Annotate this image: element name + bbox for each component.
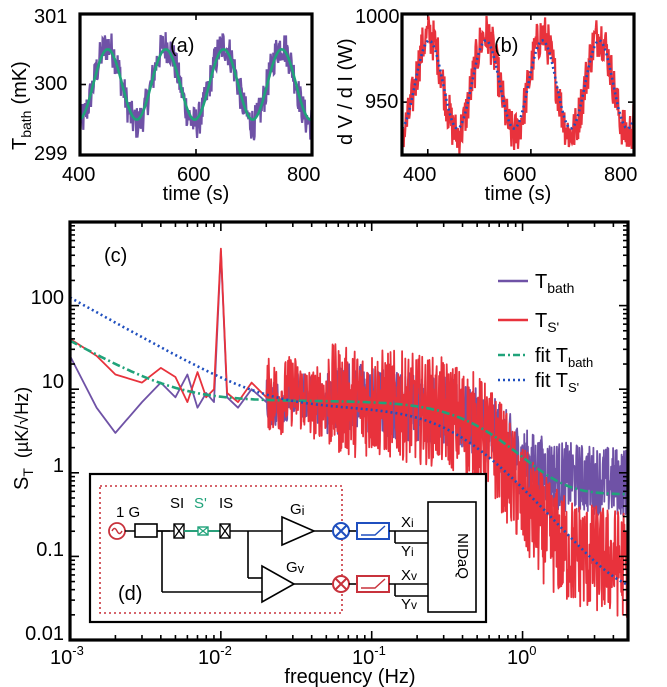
fit-line: [69, 296, 629, 587]
panel-c-label: (c): [104, 245, 127, 267]
legend-label: TS': [535, 310, 559, 335]
si-label: SI: [170, 495, 184, 512]
legend-label: fit TS': [535, 370, 579, 395]
panel-b-xtick-label: 800: [604, 164, 637, 186]
panel-c-ytick-label: 10: [42, 371, 64, 393]
panel-c-ytick-label: 1: [53, 455, 64, 477]
panel-c-ylabel-unit: (µK/√Hz): [12, 387, 32, 458]
daq-label: NIDaQ: [454, 533, 471, 579]
fit-line: [69, 339, 629, 496]
panel-b-xtick-label: 400: [403, 164, 436, 186]
panel-a-ylabel-main: T: [9, 138, 31, 150]
panel-a: (a) 301 300 299 400 600 800 time (s) Tba…: [9, 6, 320, 205]
panel-c-xtick-label: 10-1: [352, 643, 386, 669]
panel-a-ytick-label: 301: [34, 6, 67, 28]
panel-a-ytick-label: 300: [34, 73, 67, 95]
legend-label: Tbath: [535, 271, 574, 296]
panel-a-label: (a): [170, 35, 194, 57]
legend-item-tbath: Tbath: [498, 271, 574, 296]
xv-label: Xv: [401, 567, 417, 584]
ac-source-wave: [111, 527, 123, 535]
legend-item-ts: TS': [498, 310, 559, 335]
panel-a-xtick-label: 600: [177, 164, 210, 186]
series-line: [78, 32, 314, 141]
gv-label: Gv: [286, 559, 305, 576]
xi-label: Xi: [401, 514, 414, 531]
panel-a-plot-area: [78, 13, 314, 156]
panel-c-plot-area: [69, 247, 629, 618]
panel-a-ytick-label: 299: [34, 143, 67, 165]
legend-item-fit-ts: fit TS': [498, 370, 579, 395]
panel-a-ylabel-unit: (mK): [9, 61, 31, 104]
panel-c-xlabel: frequency (Hz): [284, 666, 415, 687]
panel-b-ytick-label: 950: [365, 91, 398, 113]
legend-item-fit-tbath: fit Tbath: [498, 345, 593, 370]
panel-c-xtick-label: 10-2: [198, 643, 232, 669]
series-line: [400, 15, 636, 154]
inset-circuit: 1 G SI S' IS Gi Xi Yi: [88, 472, 488, 624]
inset-frame: [88, 472, 488, 624]
panel-a-ylabel: Tbath (mK): [9, 61, 34, 150]
resistor-label: 1 G: [116, 504, 140, 521]
panel-c-ylabel-main: S: [11, 477, 33, 490]
panel-c-ytick-label: 100: [31, 287, 64, 309]
panel-b-xlabel: time (s): [485, 183, 552, 205]
panel-c-ylabel-sub: T: [20, 468, 36, 477]
yi-label: Yi: [401, 543, 414, 560]
yv-label: Yv: [401, 596, 417, 613]
svg-text:ST(µK/√Hz): ST (µK/√Hz): [11, 387, 36, 490]
panel-b-label: (b): [494, 35, 518, 57]
svg-text:Tbath(mK): Tbath (mK): [9, 61, 34, 150]
panel-c-ticks: [69, 222, 629, 641]
gi-amplifier-icon: [281, 515, 316, 547]
panel-b-ylabel: d V / d I (W): [335, 38, 357, 145]
panel-c-ytick-label: 0.1: [36, 539, 64, 561]
panel-a-xtick-label: 400: [62, 164, 95, 186]
panel-c-xtick-label: 10-3: [50, 643, 84, 669]
panel-c-xtick-label: 100: [507, 643, 536, 669]
panel-a-xtick-label: 800: [287, 164, 320, 186]
svg-text:d V / d I (W): d V / d I (W): [335, 38, 357, 145]
panel-b: (b) 1000 950 400 600 800 time (s) d V / …: [335, 6, 637, 205]
resistor-icon: [134, 523, 158, 538]
gi-label: Gi: [290, 501, 305, 518]
panel-b-xtick-label: 600: [503, 164, 536, 186]
inset-dotted-box: [99, 485, 343, 614]
panel-a-ylabel-sub: bath: [18, 111, 34, 138]
series-line: [79, 47, 313, 122]
legend-label: fit Tbath: [535, 345, 593, 370]
panel-c-ytick-label: 0.01: [25, 623, 64, 645]
panel-c-legend: Tbath TS' fit Tbath fit TS': [498, 271, 593, 395]
inset-panel-label: (d): [118, 583, 142, 605]
lowpass-filter-i-icon: [356, 522, 390, 540]
panel-a-xlabel: time (s): [163, 183, 230, 205]
s-prime-label: S': [194, 495, 207, 512]
panel-c-ylabel: ST (µK/√Hz): [11, 387, 36, 490]
panel-c: (c) 100 10 1 0.1 0.01 10-3 10-2 10-1 100…: [11, 220, 630, 687]
daq-box: [427, 501, 477, 613]
panel-b-axes-frame: [400, 12, 636, 157]
is-label: IS: [219, 495, 233, 512]
lowpass-filter-v-icon: [356, 575, 390, 593]
panel-b-ytick-label: 1000: [355, 6, 400, 28]
panel-a-axes-frame: [78, 12, 314, 157]
gv-amplifier-icon: [261, 564, 296, 604]
